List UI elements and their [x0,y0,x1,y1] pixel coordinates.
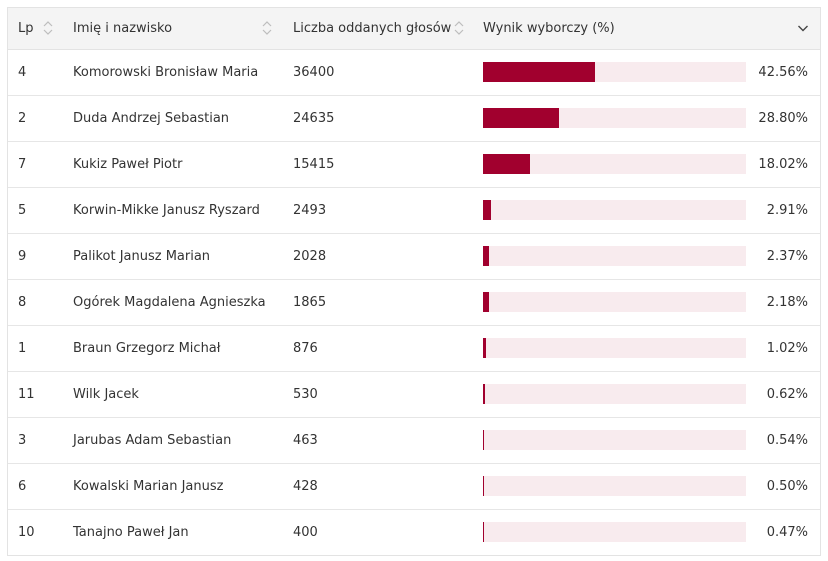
table-row: 3 Jarubas Adam Sebastian 463 0.54% [8,418,820,464]
sort-icon[interactable] [453,19,465,37]
result-percent: 0.47% [766,525,808,540]
row-lp: 2 [18,111,27,126]
result-bar-track [483,338,746,358]
row-lp: 5 [18,203,27,218]
result-bar-fill [483,200,491,220]
sort-icon[interactable] [261,19,273,37]
column-header-name-label: Imię i nazwisko [73,21,173,36]
result-bar-track [483,154,746,174]
candidate-name: Duda Andrzej Sebastian [73,111,230,126]
table-row: 1 Braun Grzegorz Michał 876 1.02% [8,326,820,372]
table-row: 10 Tanajno Paweł Jan 400 0.47% [8,510,820,555]
row-lp: 9 [18,249,27,264]
result-bar-fill [483,154,531,174]
row-lp: 10 [18,525,35,540]
result-bar-fill [483,522,485,542]
candidate-name: Korwin-Mikke Janusz Ryszard [73,203,260,218]
row-lp: 1 [18,341,27,356]
table-row: 5 Korwin-Mikke Janusz Ryszard 2493 2.91% [8,188,820,234]
result-percent: 0.50% [766,479,808,494]
row-lp: 8 [18,295,27,310]
table-row: 11 Wilk Jacek 530 0.62% [8,372,820,418]
vote-count: 2493 [293,203,327,218]
row-lp: 3 [18,433,27,448]
result-percent: 42.56% [758,65,808,80]
result-percent: 1.02% [766,341,808,356]
result-percent: 2.37% [766,249,808,264]
result-bar-fill [483,246,490,266]
column-header-result[interactable]: Wynik wyborczy (%) [483,8,615,49]
table-header: Lp Imię i nazwisko Liczba oddanych głosó… [8,8,820,50]
table-row: 4 Komorowski Bronisław Maria 36400 42.56% [8,50,820,96]
column-header-votes-label: Liczba oddanych głosów [293,21,452,36]
vote-count: 530 [293,387,318,402]
row-lp: 4 [18,65,27,80]
result-bar-track [483,246,746,266]
result-bar-track [483,200,746,220]
vote-count: 876 [293,341,318,356]
candidate-name: Tanajno Paweł Jan [73,525,189,540]
candidate-name: Jarubas Adam Sebastian [73,433,232,448]
sort-icon[interactable] [42,19,54,37]
results-table: Lp Imię i nazwisko Liczba oddanych głosó… [7,7,821,556]
table-row: 9 Palikot Janusz Marian 2028 2.37% [8,234,820,280]
candidate-name: Wilk Jacek [73,387,139,402]
vote-count: 1865 [293,295,327,310]
vote-count: 428 [293,479,318,494]
column-header-result-label: Wynik wyborczy (%) [483,21,615,36]
row-lp: 7 [18,157,27,172]
candidate-name: Palikot Janusz Marian [73,249,211,264]
candidate-name: Komorowski Bronisław Maria [73,65,259,80]
result-percent: 28.80% [758,111,808,126]
result-bar-track [483,62,746,82]
chevron-down-icon[interactable] [796,21,810,35]
table-body: 4 Komorowski Bronisław Maria 36400 42.56% 2 D… [8,50,820,555]
column-header-lp[interactable]: Lp [18,8,34,49]
vote-count: 2028 [293,249,327,264]
result-percent: 2.18% [766,295,808,310]
vote-count: 463 [293,433,318,448]
table-row: 8 Ogórek Magdalena Agnieszka 1865 2.18% [8,280,820,326]
result-bar-fill [483,62,595,82]
candidate-name: Kowalski Marian Janusz [73,479,224,494]
table-row: 7 Kukiz Paweł Piotr 15415 18.02% [8,142,820,188]
result-bar-track [483,384,746,404]
row-lp: 11 [18,387,35,402]
result-percent: 2.91% [766,203,808,218]
column-header-votes[interactable]: Liczba oddanych głosów [293,8,451,49]
candidate-name: Braun Grzegorz Michał [73,341,221,356]
result-bar-track [483,108,746,128]
result-bar-fill [483,108,559,128]
vote-count: 400 [293,525,318,540]
column-header-name[interactable]: Imię i nazwisko [73,8,172,49]
result-percent: 0.62% [766,387,808,402]
vote-count: 24635 [293,111,335,126]
vote-count: 36400 [293,65,335,80]
candidate-name: Ogórek Magdalena Agnieszka [73,295,266,310]
result-bar-track [483,292,746,312]
table-row: 2 Duda Andrzej Sebastian 24635 28.80% [8,96,820,142]
result-percent: 18.02% [758,157,808,172]
result-bar-fill [483,338,486,358]
result-bar-fill [483,384,485,404]
result-bar-track [483,430,746,450]
column-header-lp-label: Lp [18,21,34,36]
result-bar-fill [483,430,485,450]
result-bar-fill [483,292,489,312]
table-row: 6 Kowalski Marian Janusz 428 0.50% [8,464,820,510]
row-lp: 6 [18,479,27,494]
candidate-name: Kukiz Paweł Piotr [73,157,183,172]
result-bar-track [483,522,746,542]
result-bar-track [483,476,746,496]
result-bar-fill [483,476,485,496]
result-percent: 0.54% [766,433,808,448]
vote-count: 15415 [293,157,335,172]
